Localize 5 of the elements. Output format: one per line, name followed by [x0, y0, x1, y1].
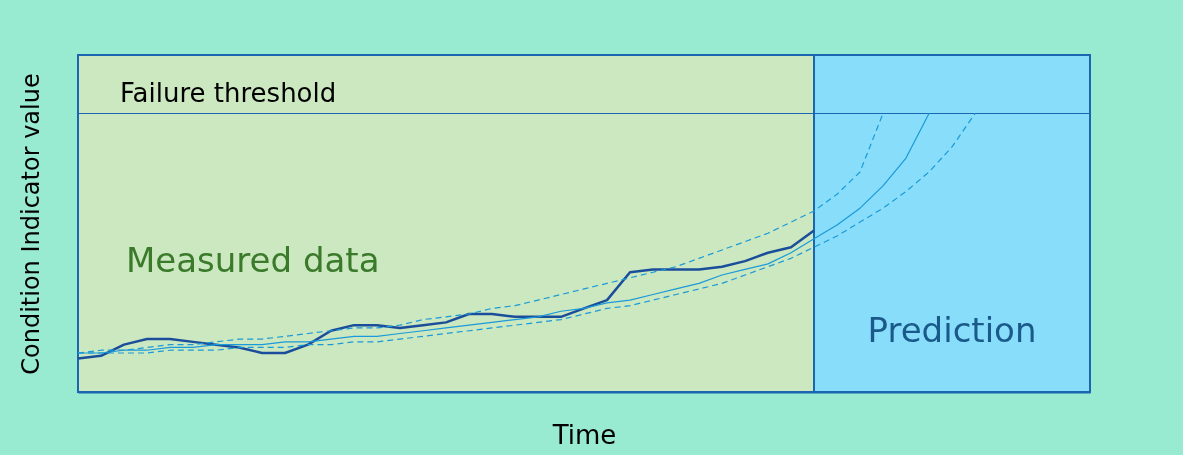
ref-line-label: Failure threshold — [120, 78, 337, 109]
y-axis-title: Condition Indicator value — [16, 73, 45, 375]
annotation: Measured data — [126, 240, 380, 280]
x-axis-title: Time — [551, 419, 617, 450]
annotation: Prediction — [867, 310, 1037, 350]
